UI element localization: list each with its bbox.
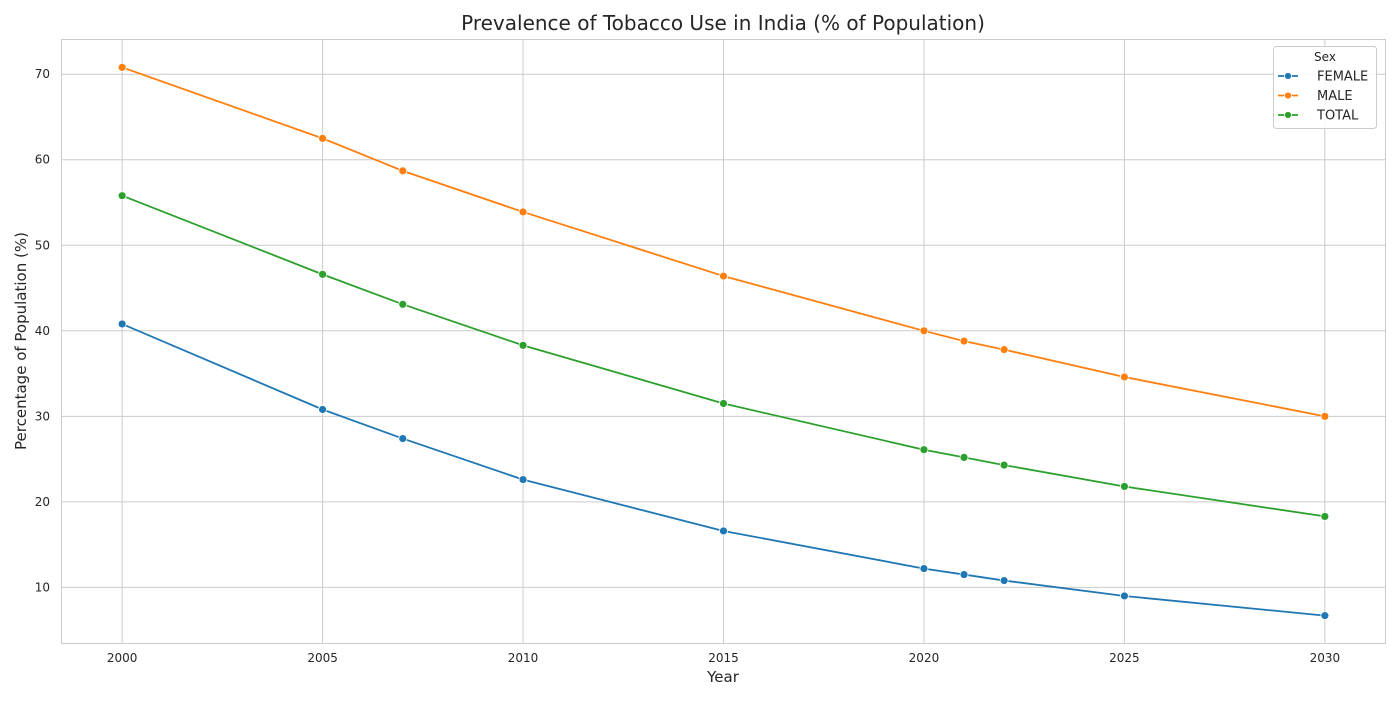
data-point	[117, 319, 127, 329]
data-point	[1320, 512, 1330, 521]
legend-marker	[1284, 91, 1292, 100]
data-point	[1120, 372, 1129, 382]
data-point	[1320, 611, 1330, 621]
series-line-female	[121, 323, 1325, 617]
data-point	[719, 526, 728, 536]
data-point	[518, 340, 528, 350]
data-point	[919, 445, 929, 455]
x-tick-label: 2005	[307, 651, 338, 665]
y-tick-label: 30	[35, 409, 50, 423]
data-point	[959, 452, 969, 462]
data-point	[318, 269, 327, 279]
data-point	[959, 570, 969, 579]
data-point	[919, 564, 929, 573]
tick-labels: 2000 2005 2010 2015 2020 2025 2030102030405060…	[35, 67, 1340, 665]
data-point	[999, 345, 1009, 355]
legend: Sex FEMALE MALE TOTAL	[1273, 46, 1377, 129]
data-point	[919, 326, 929, 336]
x-tick-label: 2020	[909, 651, 940, 665]
x-tick-label: 2010	[508, 651, 539, 665]
legend-entry-female: FEMALE	[1278, 70, 1368, 85]
legend-entry-total: TOTAL	[1278, 109, 1359, 124]
x-tick-label: 2025	[1109, 651, 1140, 665]
legend-entries: FEMALE MALE TOTAL	[1278, 70, 1368, 124]
data-point	[398, 166, 408, 176]
data-point	[719, 399, 728, 408]
y-tick-label: 10	[35, 580, 50, 594]
series-line-total	[121, 194, 1325, 518]
x-tick-label: 2015	[708, 651, 739, 665]
data-point	[398, 434, 408, 443]
data-point	[117, 62, 127, 72]
legend-label: FEMALE	[1317, 70, 1368, 85]
data-point	[518, 207, 528, 217]
plot-frame	[61, 39, 1386, 644]
data-point	[318, 405, 327, 414]
legend-marker	[1284, 72, 1292, 80]
legend-marker	[1284, 111, 1292, 119]
data-point	[117, 191, 127, 201]
data-point	[719, 271, 728, 281]
y-tick-label: 50	[35, 238, 50, 252]
data-point	[518, 475, 528, 485]
data-point	[1120, 482, 1129, 491]
x-tick-label: 2030	[1310, 651, 1341, 665]
y-tick-label: 60	[35, 153, 50, 167]
series-layer	[117, 62, 1330, 621]
series-line-male	[121, 66, 1326, 418]
chart-title: Prevalence of Tobacco Use in India (% of…	[461, 11, 985, 35]
x-tick-label: 2000	[107, 651, 138, 665]
legend-title: Sex	[1314, 50, 1336, 64]
data-point	[318, 133, 327, 143]
series-male	[117, 62, 1330, 421]
y-tick-label: 70	[35, 67, 50, 81]
grid-layer	[62, 40, 1385, 643]
data-point	[398, 299, 408, 309]
y-axis-label: Percentage of Population (%)	[12, 232, 30, 450]
series-total	[117, 191, 1330, 521]
legend-label: MALE	[1317, 89, 1353, 104]
legend-entry-male: MALE	[1278, 89, 1353, 104]
x-axis-label: Year	[706, 668, 740, 686]
data-point	[999, 460, 1009, 470]
series-female	[117, 319, 1330, 621]
legend-box	[1273, 46, 1377, 129]
data-point	[1120, 591, 1129, 601]
data-point	[959, 336, 969, 346]
y-tick-label: 20	[35, 495, 50, 509]
legend-label: TOTAL	[1316, 109, 1359, 124]
data-point	[999, 576, 1009, 585]
y-tick-label: 40	[35, 324, 50, 338]
data-point	[1320, 411, 1330, 421]
